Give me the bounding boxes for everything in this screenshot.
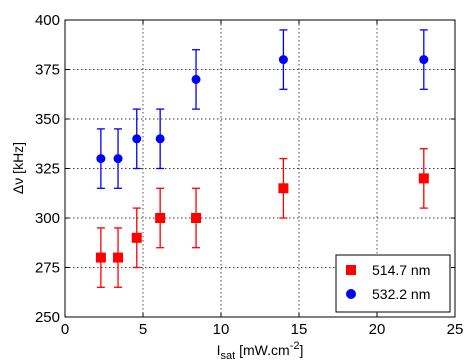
x-axis-label-sup: -2 xyxy=(290,340,300,352)
data-point-532 xyxy=(191,74,201,84)
x-tick-label: 25 xyxy=(447,321,464,338)
y-tick-label: 275 xyxy=(35,260,60,277)
y-tick-label: 300 xyxy=(35,210,60,227)
y-tick-label: 350 xyxy=(35,111,60,128)
data-point-532 xyxy=(132,134,142,144)
data-point-532 xyxy=(155,134,165,144)
data-point-532 xyxy=(278,55,288,65)
x-axis-label-main: I xyxy=(217,342,221,358)
data-point-532 xyxy=(96,154,106,164)
data-point-514 xyxy=(191,213,202,223)
x-tick-label: 0 xyxy=(61,321,69,338)
x-axis-label-rest: [mW.cm xyxy=(235,342,289,358)
data-points xyxy=(95,29,429,288)
y-tick-label: 325 xyxy=(35,161,60,178)
y-tick-label: 400 xyxy=(35,12,60,29)
plot-frame xyxy=(64,19,456,318)
legend-marker-532 xyxy=(346,289,356,299)
data-point-532 xyxy=(113,154,123,164)
x-tick-label: 20 xyxy=(369,321,386,338)
tick-labels: 0 5 10 15 20 25 250 275 300 325 350 375 400 xyxy=(35,12,463,338)
data-point-514 xyxy=(155,213,166,223)
legend-marker-514 xyxy=(346,265,356,275)
y-tick-label: 375 xyxy=(35,62,60,79)
legend-box xyxy=(335,254,451,313)
data-point-514 xyxy=(131,232,142,243)
x-axis-label-end: ] xyxy=(299,342,303,358)
data-point-514 xyxy=(113,252,124,263)
x-tick-label: 15 xyxy=(291,321,308,338)
data-point-514 xyxy=(418,173,429,184)
legend-label-514: 514.7 nm xyxy=(372,262,430,278)
data-point-532 xyxy=(419,55,429,65)
x-axis-label-sub: sat xyxy=(221,350,236,362)
data-point-514 xyxy=(278,183,289,194)
y-tick-label: 250 xyxy=(35,309,60,326)
data-point-514 xyxy=(95,252,106,263)
x-tick-label: 10 xyxy=(213,321,230,338)
x-axis-label: Isat [mW.cm-2] xyxy=(217,340,304,362)
y-axis-label: Δν [kHz] xyxy=(10,142,26,194)
legend-label-532: 532.2 nm xyxy=(372,286,430,302)
legend: 514.7 nm 532.2 nm xyxy=(335,254,451,313)
x-tick-label: 5 xyxy=(139,321,147,338)
